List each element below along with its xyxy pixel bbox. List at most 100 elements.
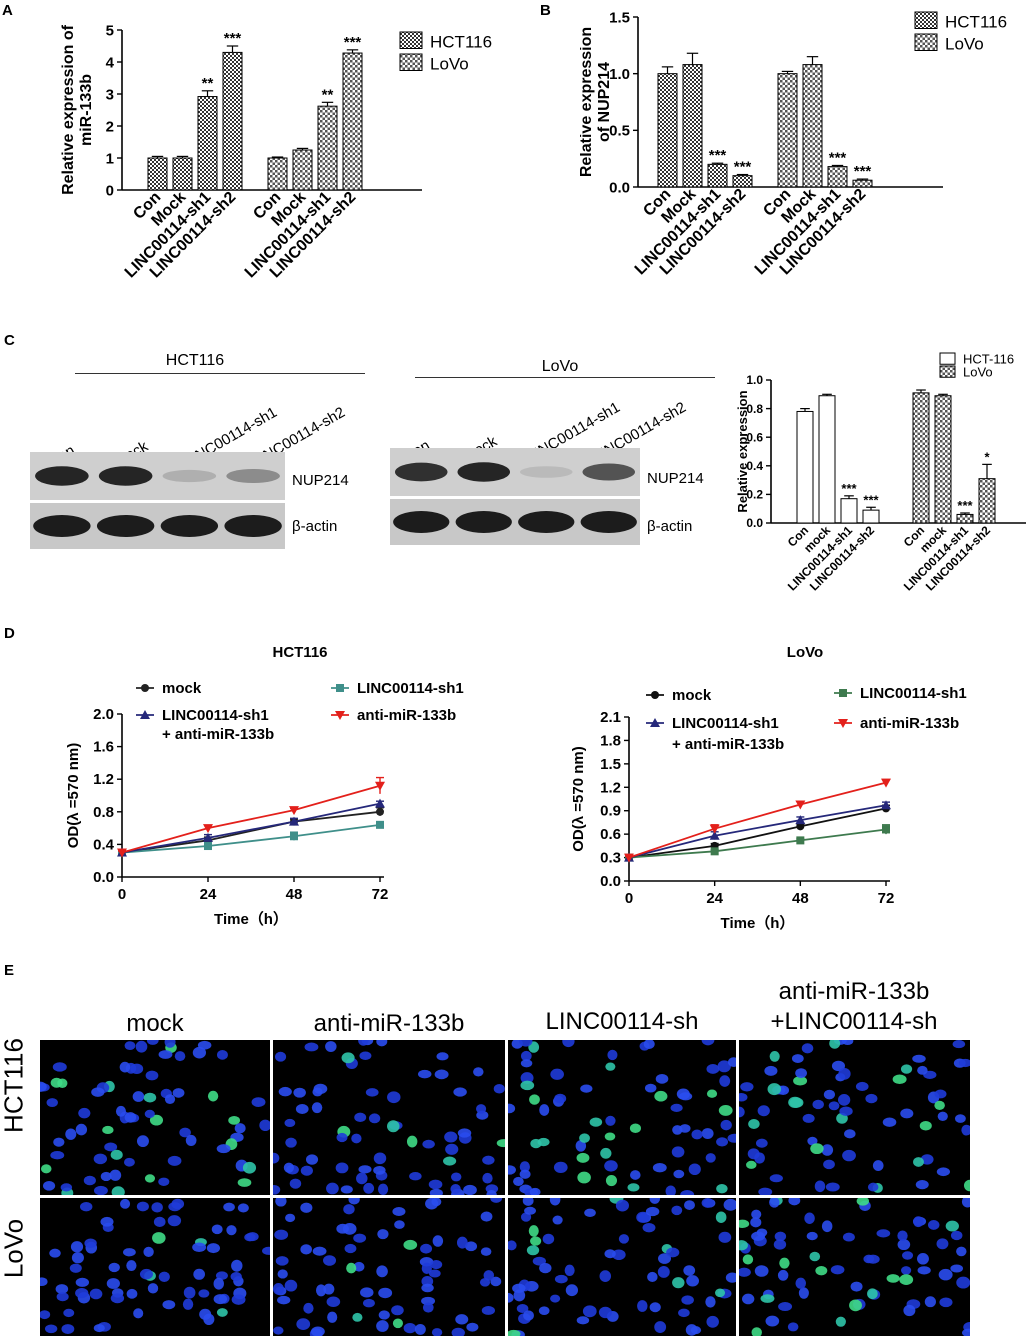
chart-D2-xtick-label: 0 — [625, 890, 633, 907]
micro-nucleus — [274, 1051, 287, 1062]
micro-nucleus — [764, 1065, 778, 1076]
micro-nucleus — [720, 1119, 732, 1131]
chart-A-bar — [197, 96, 218, 191]
micro-nucleus — [91, 1087, 105, 1097]
micro-nucleus — [93, 1324, 105, 1333]
chart-B-bar — [732, 175, 753, 188]
micro-nucleus — [285, 1137, 297, 1148]
micro-nucleus — [183, 1286, 196, 1299]
chart-A-bar — [172, 157, 193, 191]
chart-C-ytick-label: 0.6 — [746, 430, 763, 444]
panel-letter-d: D — [4, 625, 15, 642]
micro-nucleus — [445, 1143, 459, 1155]
blot-hct116-label-actin: β-actin — [292, 518, 338, 535]
micro-nucleus — [666, 1247, 680, 1258]
micro-nucleus — [305, 1154, 319, 1165]
chart-D1-point — [290, 832, 298, 841]
chart-D1-legend-marker — [336, 684, 344, 692]
micro-nucleus — [701, 1040, 715, 1046]
micro-nucleus — [341, 1052, 355, 1064]
micro-hct116-combo — [739, 1040, 970, 1195]
micro-nucleus — [310, 1326, 325, 1336]
chart-C-significance: *** — [863, 492, 879, 507]
micro-nucleus — [108, 1262, 120, 1273]
chart-A-legend-swatch — [399, 53, 423, 71]
micro-nucleus — [605, 1115, 616, 1126]
chart-B-significance: *** — [709, 147, 727, 164]
chart-A-bar — [292, 149, 313, 191]
micro-nucleus — [457, 1128, 472, 1138]
micro-nucleus — [727, 1133, 736, 1143]
blot-lovo-title: LoVo — [541, 358, 579, 375]
micro-nucleus — [950, 1230, 963, 1241]
micro-nucleus — [774, 1231, 787, 1242]
micro-nucleus — [211, 1224, 223, 1235]
micro-nucleus — [63, 1308, 75, 1318]
micro-nucleus — [456, 1236, 468, 1249]
micro-nucleus — [529, 1094, 540, 1105]
chart-C-bar — [796, 410, 814, 524]
micro-nucleus — [576, 1316, 590, 1325]
micro-nucleus — [582, 1305, 597, 1318]
micro-nucleus — [450, 1184, 461, 1194]
blot-hct116-title: HCT116 — [165, 352, 225, 369]
micro-nucleus — [831, 1060, 846, 1072]
blot-hct116-actin-band — [33, 515, 91, 537]
micro-nucleus — [665, 1185, 676, 1195]
micro-nucleus — [835, 1316, 846, 1327]
micro-nucleus — [779, 1257, 790, 1269]
micro-nucleus — [348, 1198, 360, 1205]
micro-nucleus — [312, 1087, 323, 1097]
micro-nucleus — [164, 1094, 176, 1105]
micro-nucleus — [75, 1288, 89, 1299]
micro-nucleus — [430, 1260, 443, 1270]
micro-nucleus — [618, 1234, 630, 1244]
micro-nucleus — [80, 1202, 93, 1212]
micro-nucleus — [706, 1064, 720, 1074]
chart-D1-xlabel: Time（h） — [214, 910, 288, 928]
micro-nucleus — [216, 1308, 228, 1317]
micro-nucleus — [739, 1267, 751, 1277]
micro-nucleus — [769, 1198, 780, 1208]
micro-nucleus — [335, 1162, 349, 1174]
micro-nucleus — [102, 1125, 114, 1135]
micro-nucleus — [519, 1169, 531, 1179]
micro-lovo-combo — [739, 1198, 970, 1336]
micro-nucleus — [207, 1090, 219, 1102]
micro-nucleus — [769, 1051, 780, 1062]
chart-D2-point — [709, 830, 720, 840]
micro-nucleus — [807, 1136, 818, 1146]
micro-nucleus — [562, 1040, 575, 1048]
chart-B-bar — [657, 73, 678, 188]
micro-nucleus — [788, 1096, 802, 1109]
chart-C-significance: *** — [957, 498, 973, 513]
micro-nucleus — [197, 1040, 212, 1050]
micro-nucleus — [455, 1314, 469, 1325]
chart-D1-xtick-label: 48 — [286, 886, 303, 903]
micro-nucleus — [387, 1091, 401, 1104]
micro-nucleus — [520, 1072, 534, 1084]
chart-C-ylabel: Relative expression — [735, 390, 750, 512]
micro-nucleus — [356, 1172, 368, 1185]
micro-nucleus — [649, 1198, 661, 1204]
chart-B-legend-swatch — [914, 33, 938, 51]
chart-D2-legend-label: anti-miR-133b — [860, 715, 959, 732]
chart-A-ytick-label: 2 — [106, 118, 114, 135]
micro-nucleus — [119, 1061, 131, 1073]
micro-nucleus — [520, 1050, 532, 1062]
micro-nucleus — [158, 1177, 170, 1187]
micro-nucleus — [312, 1246, 327, 1256]
micro-nucleus — [598, 1306, 612, 1319]
micro-nucleus — [273, 1185, 281, 1195]
chart-A-ytick-label: 5 — [106, 22, 114, 39]
micro-nucleus — [199, 1308, 212, 1320]
chart-D2-legend-label: LINC00114-sh1 — [860, 685, 967, 702]
chart-D1-point — [376, 820, 384, 829]
chart-A-legend-label: HCT116 — [430, 32, 492, 51]
micro-nucleus — [216, 1049, 228, 1060]
micro-nucleus — [892, 1074, 907, 1084]
micro-col-label-anti-mir133b: anti-miR-133b — [313, 1010, 465, 1037]
micro-nucleus — [554, 1274, 568, 1284]
chart-D2-ytick-label: 1.8 — [600, 732, 621, 749]
